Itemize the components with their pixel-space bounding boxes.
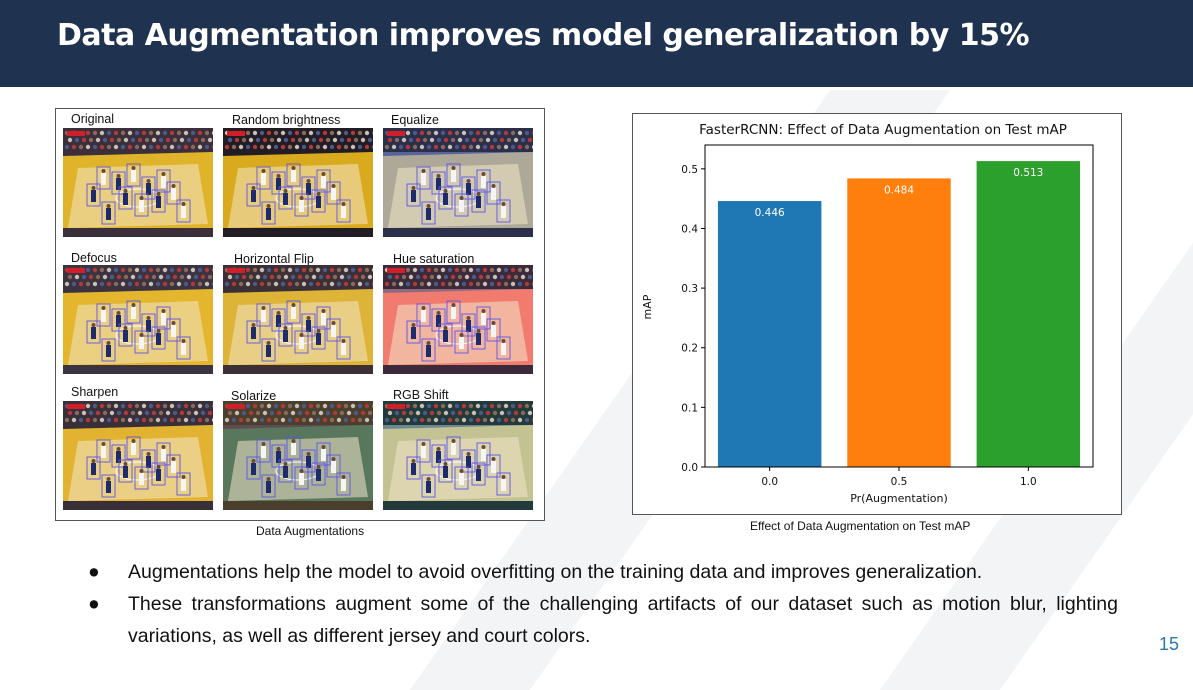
label-horizontal-flip: Horizontal Flip	[234, 252, 314, 266]
thumbnail-sharpen	[63, 401, 213, 510]
thumbnail-hue-saturation	[383, 265, 533, 374]
label-rgb-shift: RGB Shift	[393, 388, 449, 402]
label-sharpen: Sharpen	[71, 385, 119, 399]
bar-value-label: 0.513	[1013, 167, 1043, 179]
y-tick-label: 0.3	[681, 283, 698, 295]
bullet-list: ● Augmentations help the model to avoid …	[88, 556, 1118, 652]
court-scene-graphic	[63, 265, 213, 374]
bar-chart: FasterRCNN: Effect of Data Augmentation …	[641, 122, 1094, 505]
y-tick-label: 0.4	[681, 223, 698, 235]
chart-caption: Effect of Data Augmentation on Test mAP	[750, 519, 971, 533]
plot-frame	[704, 144, 1094, 468]
chart-frame: FasterRCNN: Effect of Data Augmentation …	[632, 113, 1122, 515]
thumbnail-defocus	[63, 265, 213, 374]
x-axis-label: Pr(Augmentation)	[850, 492, 948, 505]
bullet-dot: ●	[88, 561, 100, 583]
thumbnail-horizontal-flip	[223, 265, 373, 374]
title-bar: Data Augmentation improves model general…	[0, 0, 1193, 87]
augmentation-grid: Original Random brightness Equalize Defo…	[55, 108, 545, 521]
bar	[976, 161, 1081, 467]
label-defocus: Defocus	[71, 251, 117, 265]
bullet-dot: ●	[88, 593, 100, 615]
bullet-item: ● Augmentations help the model to avoid …	[88, 556, 1118, 588]
bar	[717, 201, 822, 467]
label-solarize: Solarize	[231, 389, 277, 403]
label-hue-saturation: Hue saturation	[393, 252, 475, 266]
court-scene-graphic	[223, 401, 373, 510]
bullet-text: These transformations augment some of th…	[128, 593, 1118, 647]
court-scene-graphic	[223, 128, 373, 237]
label-equalize: Equalize	[391, 113, 439, 127]
thumbnail-original	[63, 128, 213, 237]
x-tick-label: 0.5	[891, 476, 908, 488]
label-original: Original	[71, 112, 115, 126]
label-random-brightness: Random brightness	[232, 113, 341, 127]
y-axis-label: mAP	[641, 294, 654, 319]
x-tick-label: 1.0	[1020, 476, 1037, 488]
grid-caption: Data Augmentations	[256, 524, 365, 538]
y-tick-label: 0.2	[681, 343, 698, 355]
thumbnail-equalize	[383, 128, 533, 237]
court-scene-graphic	[383, 128, 533, 237]
page-number: 15	[1158, 634, 1179, 654]
plot-area: 0.446 0.0 0.484 0.5 0.513 1.0 0.0 0.1 0.2 0.3 0.4 0…	[681, 144, 1094, 488]
y-tick-label: 0.5	[681, 164, 698, 176]
bar-value-label: 0.484	[884, 184, 914, 196]
bullet-item: ● These transformations augment some of …	[88, 588, 1118, 652]
chart-title: FasterRCNN: Effect of Data Augmentation …	[699, 122, 1067, 138]
thumbnail-random-brightness	[223, 128, 373, 237]
y-tick-label: 0.1	[681, 402, 698, 414]
court-scene-graphic	[63, 401, 213, 510]
bullet-text: Augmentations help the model to avoid ov…	[128, 561, 983, 583]
x-tick-label: 0.0	[761, 476, 778, 488]
bar-value-label: 0.446	[755, 207, 785, 219]
court-scene-graphic	[383, 265, 533, 374]
court-scene-graphic	[223, 265, 373, 374]
court-scene-graphic	[383, 401, 533, 510]
thumbnail-rgb-shift	[383, 401, 533, 510]
thumbnail-solarize	[223, 401, 373, 510]
court-scene-graphic	[63, 128, 213, 237]
bar	[847, 178, 951, 468]
y-tick-label: 0.0	[681, 462, 698, 474]
slide-title: Data Augmentation improves model general…	[57, 18, 1030, 53]
